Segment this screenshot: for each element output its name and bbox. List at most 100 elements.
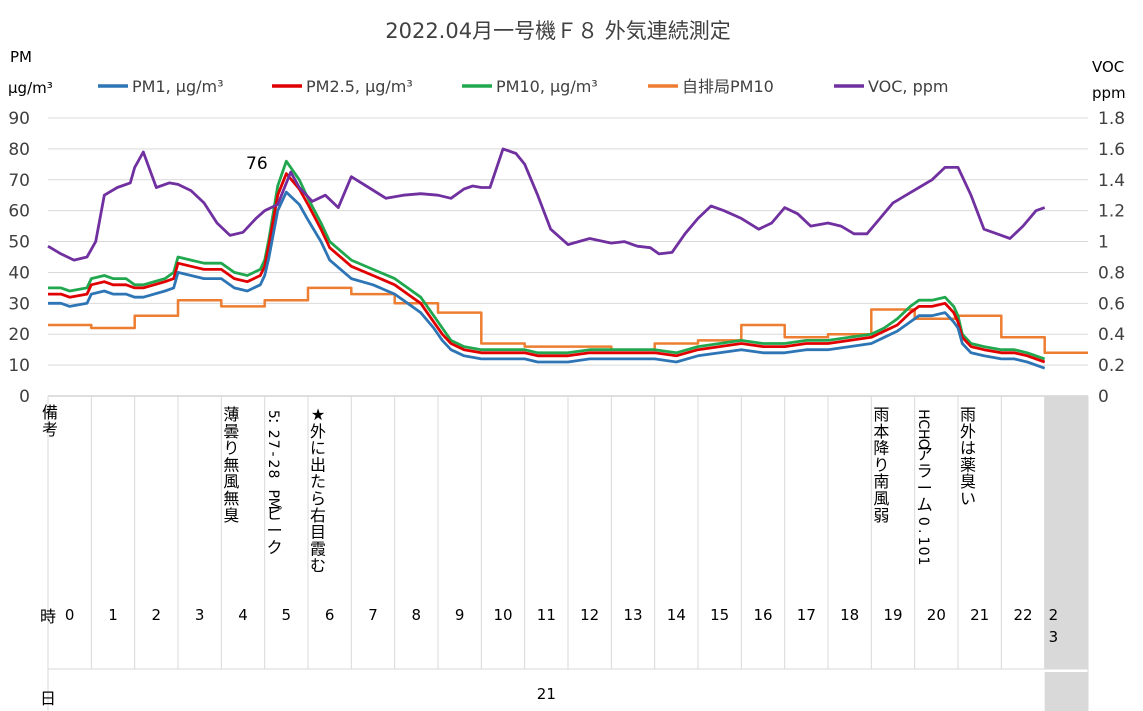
left-tick-label: 20 [8,325,30,345]
remark-char: 1 [915,556,931,565]
shaded-cell [1044,672,1088,711]
series-line [48,190,1046,370]
remark-char: ク [267,538,283,557]
remark-char: 雨 [873,405,889,424]
left-tick-label: 90 [8,109,30,129]
shaded-cell [1044,396,1088,669]
remark-char: た [310,472,326,491]
left-tick-label: 70 [8,171,30,191]
right-tick-label: 0.8 [1098,263,1125,283]
right-axis-unit-sub: ppm [1092,84,1126,102]
right-axis-unit: VOC [1092,58,1124,76]
remark-char: 右 [310,506,326,525]
remark-char: 雨 [960,405,976,424]
series-line [48,159,1046,361]
remark-char: 本 [873,422,889,441]
right-tick-label: 1.8 [1098,109,1125,129]
remark-char: 弱 [873,506,889,525]
remark-char: 0 [915,547,931,556]
remark-char: ピ [267,504,283,523]
remark-char: む [310,556,326,575]
remark-char: M [265,498,281,510]
hour-label: 19 [883,606,902,624]
hour-label: 15 [710,606,729,624]
data-label: 76 [246,154,268,174]
legend-label: PM1, μg/m³ [132,77,224,96]
remark-char: 備 [42,403,58,422]
hour-label: 5 [282,606,292,624]
hour-label: 3 [195,606,205,624]
remark-char: 薬 [960,455,976,474]
remark-char: 外 [310,422,326,441]
hour-label: 13 [623,606,642,624]
remark-char: ア [917,445,933,464]
hour-label: 21 [970,606,989,624]
hour-label: 9 [455,606,465,624]
remark-char: ： [265,417,281,431]
remark-char: 考 [42,420,58,439]
remark-char: 7 [265,440,281,449]
right-tick-label: 1.4 [1098,171,1125,191]
remark-char: ー [267,521,283,540]
hour-label: 3 [1049,628,1059,646]
hour-label: 20 [927,606,946,624]
remark-char: ム [917,495,933,514]
hour-label: 17 [797,606,816,624]
remark-char: ら [310,489,326,508]
hour-label: 10 [493,606,512,624]
remark-char: - [265,452,281,457]
left-tick-label: 60 [8,202,30,222]
legend-label: PM2.5, μg/m³ [306,77,413,96]
remarks-header: 備考 [42,403,58,439]
remark-char: ー [917,478,933,497]
remark-char: 8 [265,469,281,478]
remark-char: P [265,490,281,498]
right-tick-label: 1 [1098,233,1109,253]
remark-char: 薄 [223,405,239,424]
remark-char: い [960,489,976,508]
day-label: 21 [537,685,556,703]
legend-label: VOC, ppm [868,77,949,96]
left-tick-label: 0 [19,387,30,407]
hour-label: 4 [238,606,248,624]
right-tick-label: 0 [1098,387,1109,407]
series-lines [47,147,1088,370]
left-tick-label: 30 [8,294,30,314]
hour-label: 22 [1013,606,1032,624]
hour-label: 2 [152,606,162,624]
remark-char: 出 [310,455,326,474]
remark-char: 無 [223,489,239,508]
gridlines [48,117,1088,397]
legend-label: PM10, μg/m³ [496,77,598,96]
left-axis-unit: PM [10,48,32,66]
right-axis-ticks: 0 0.2 0.4 0.6 0.8 1 1.2 1.4 1.6 1.8 [1098,109,1125,407]
hour-header: 時 [40,607,56,626]
left-axis-ticks: 0 10 20 30 40 50 60 70 80 90 [8,109,30,407]
remark-char: O [915,439,931,450]
hour-label: 8 [412,606,422,624]
remark-char: 南 [873,472,889,491]
left-tick-label: 40 [8,263,30,283]
remark-char: 降 [873,439,889,458]
hour-label: 12 [580,606,599,624]
remark-char: 曇 [223,422,239,441]
remark-char: 2 [265,430,281,439]
remark-char: H [915,409,931,420]
remark-char: に [310,439,326,458]
series-line [47,147,1046,262]
left-tick-label: 50 [8,233,30,253]
legend-label: 自排局PM10 [682,77,774,96]
right-tick-label: 0.2 [1098,356,1125,376]
remark-char: 風 [223,472,239,491]
hour-label: 2 [1049,606,1059,624]
left-axis-unit-sub: μg/m³ [8,79,53,97]
remark-char: 臭 [960,472,976,491]
annotations: 76 [246,154,268,174]
remark-char: H [915,429,931,440]
remark-char: は [960,439,976,458]
